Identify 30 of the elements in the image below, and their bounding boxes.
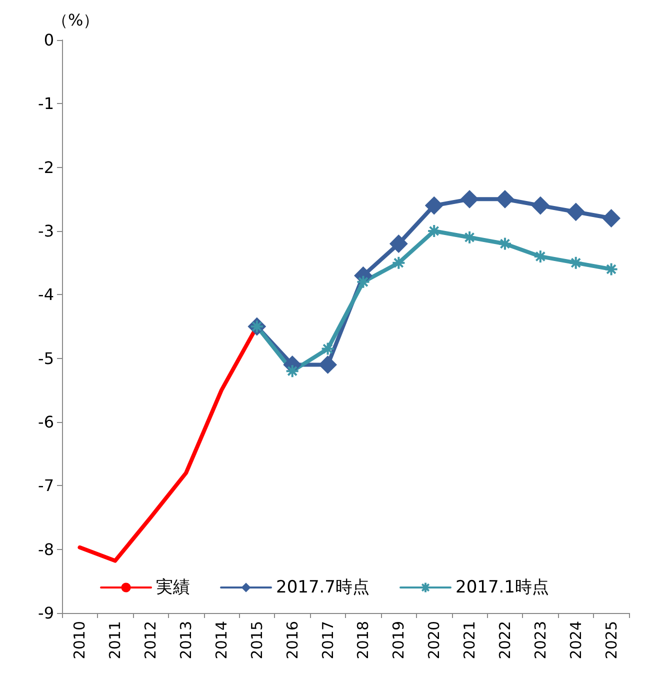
y-tick-label: -6	[38, 412, 54, 432]
x-tick-label: 2023	[531, 621, 550, 660]
x-tick-label: 2019	[390, 621, 408, 660]
legend-label: 2017.7時点	[276, 578, 370, 598]
legend-label: 2017.1時点	[456, 578, 549, 598]
y-axis-title: （%）	[52, 10, 100, 30]
y-tick-label: -5	[38, 348, 54, 368]
x-tick-label: 2014	[212, 621, 230, 660]
x-tick-label: 2011	[106, 621, 124, 660]
x-tick-label: 2018	[354, 621, 372, 660]
y-tick-label: -8	[38, 540, 54, 559]
x-tick-label: 2017	[318, 621, 337, 660]
legend-label: 実績	[156, 578, 190, 598]
y-tick-label: -4	[38, 285, 54, 304]
y-tick-label: -2	[38, 158, 54, 177]
x-tick-label: 2016	[283, 621, 302, 660]
y-tick-label: 0	[44, 30, 54, 50]
x-tick-label: 2021	[460, 621, 479, 660]
x-tick-label: 2015	[248, 621, 266, 660]
x-tick-label: 2013	[177, 621, 196, 660]
x-tick-label: 2012	[142, 621, 160, 660]
x-tick-label: 2022	[496, 621, 514, 660]
x-tick-label: 2025	[602, 621, 620, 660]
y-tick-label: -9	[38, 604, 54, 622]
y-tick-label: -7	[38, 476, 54, 496]
x-tick-label: 2010	[70, 621, 89, 660]
y-tick-label: -3	[38, 222, 54, 240]
y-tick-label: -1	[38, 94, 54, 114]
x-tick-label: 2020	[425, 621, 444, 660]
x-tick-label: 2024	[566, 621, 585, 660]
